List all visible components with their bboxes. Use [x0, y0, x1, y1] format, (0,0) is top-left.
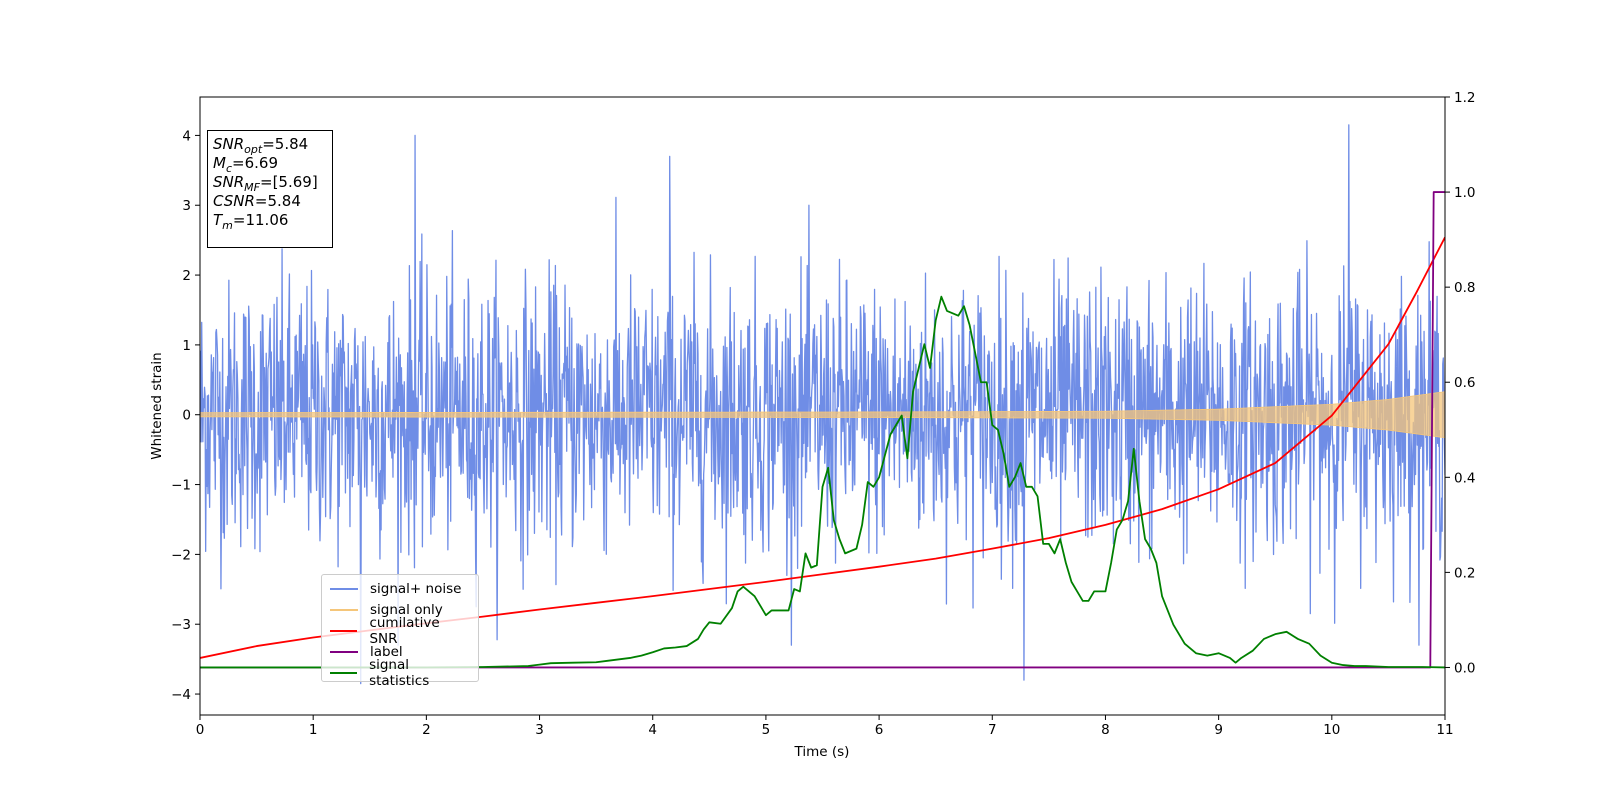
y2-tick-label: 1.2: [1454, 90, 1475, 106]
x-axis-label: Time (s): [794, 744, 850, 760]
y2-tick-label: 0.6: [1454, 375, 1475, 391]
y2-tick-label: 0.2: [1454, 565, 1475, 581]
plot-frame: [199, 96, 1446, 716]
x-axis: 0 1 2 3 4 5 6 7 8 9 10 11: [196, 715, 1454, 738]
x-tick-label: 5: [762, 722, 771, 738]
y-tick-label: 4: [182, 128, 191, 144]
legend-item-cumulative-snr: cumilative SNR: [330, 615, 470, 647]
legend-swatch-label: [330, 650, 358, 653]
snr-mf-row: SNRMF=[5.69]: [213, 173, 318, 194]
y-tick-label: 1: [182, 338, 191, 354]
y2-tick-label: 0.0: [1454, 660, 1475, 676]
y-tick-label: −1: [171, 478, 191, 494]
legend-item-signal-only: signal only: [330, 599, 470, 620]
y-tick-label: 2: [182, 268, 191, 284]
legend-swatch-signal-statistics: [330, 671, 358, 674]
x-tick-label: 2: [422, 722, 431, 738]
y-tick-label: 0: [182, 408, 191, 424]
y-tick-label: 3: [182, 198, 191, 214]
series-signal-statistics: [200, 295, 1445, 669]
snr-mf-value: =[5.69]: [260, 173, 318, 191]
snr-opt-row: SNRopt=5.84: [213, 135, 309, 156]
series-signal-only: [200, 391, 1445, 439]
y-tick-label: −4: [171, 687, 191, 703]
y-tick-label: −3: [171, 617, 191, 633]
x-tick-label: 11: [1436, 722, 1453, 738]
legend-swatch-signal-only: [330, 608, 358, 611]
stats-annotation-box: SNRopt=5.84 Mc=6.69 SNRMF=[5.69] CSNR=5.…: [207, 130, 333, 248]
mc-row: Mc=6.69: [213, 154, 278, 175]
snr-opt-value: =5.84: [262, 135, 309, 153]
x-tick-label: 8: [1101, 722, 1110, 738]
x-tick-label: 0: [196, 722, 205, 738]
y2-tick-label: 0.4: [1454, 470, 1475, 486]
y2-tick-label: 1.0: [1454, 185, 1475, 201]
x-tick-label: 10: [1323, 722, 1340, 738]
legend-swatch-signal-noise: [330, 587, 358, 590]
x-tick-label: 7: [988, 722, 997, 738]
legend: signal+ noise signal only cumilative SNR…: [321, 574, 479, 689]
mc-value: =6.69: [232, 154, 278, 172]
x-tick-label: 4: [648, 722, 657, 738]
legend-item-signal-noise: signal+ noise: [330, 578, 470, 599]
legend-item-label: label: [330, 641, 470, 662]
tm-row: Tm=11.06: [213, 211, 289, 232]
y-tick-label: −2: [171, 547, 191, 563]
y-axis-right: 0.0 0.2 0.4 0.6 0.8 1.0 1.2: [1445, 90, 1475, 676]
series-signal-noise: [200, 124, 1445, 685]
x-tick-label: 9: [1214, 722, 1223, 738]
x-tick-label: 1: [309, 722, 318, 738]
x-tick-label: 6: [875, 722, 884, 738]
x-tick-label: 3: [535, 722, 544, 738]
tm-value: =11.06: [232, 211, 289, 229]
legend-item-signal-statistics: signal statistics: [330, 657, 470, 689]
y2-tick-label: 0.8: [1454, 280, 1475, 296]
series-label: [200, 191, 1445, 669]
csnr-value: =5.84: [254, 192, 301, 210]
csnr-row: CSNR=5.84: [213, 192, 301, 210]
y-axis-left: −4 −3 −2 −1 0 1 2 3 4: [171, 128, 200, 703]
legend-swatch-cumulative-snr: [330, 629, 358, 632]
y-axis-label: Whitened strain: [149, 352, 165, 459]
